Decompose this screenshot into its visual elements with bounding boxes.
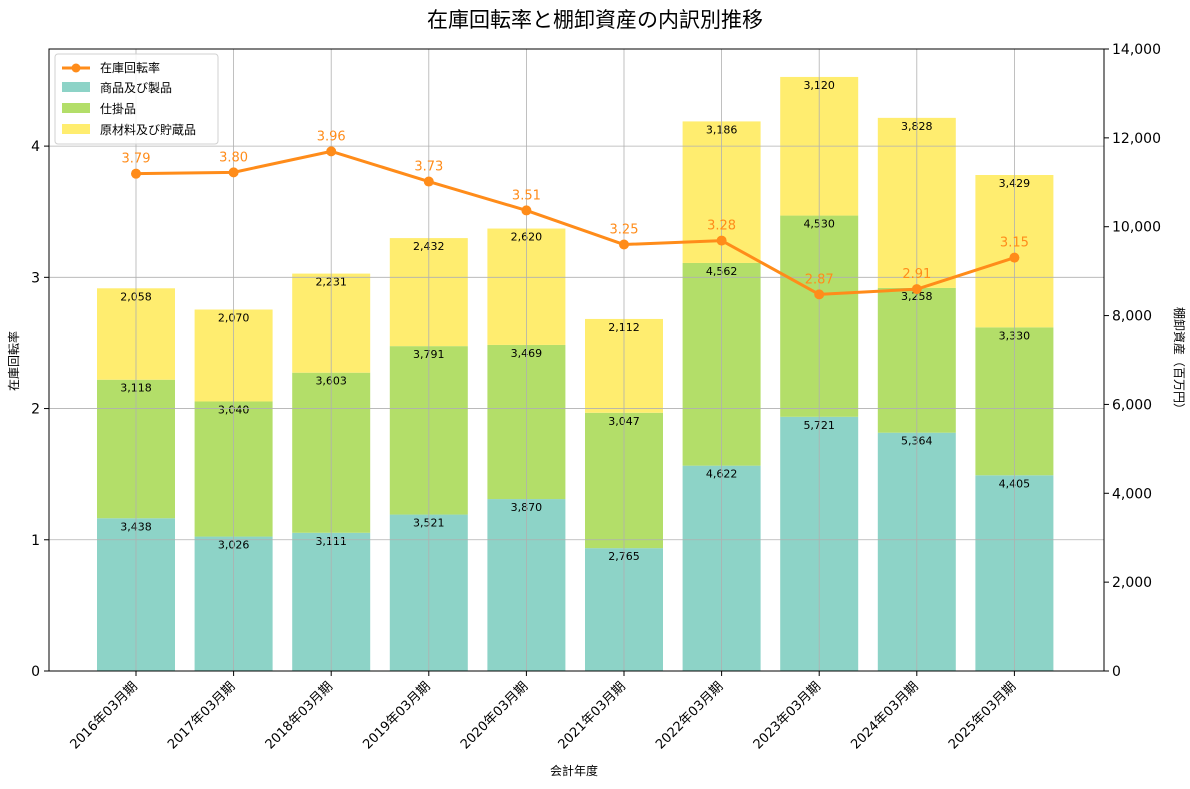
turnover-point <box>814 289 825 300</box>
x-tick-label: 2025年03月期 <box>946 679 1019 752</box>
turnover-value-label: 3.80 <box>219 150 248 165</box>
y-right-tick-label: 12,000 <box>1112 131 1161 147</box>
y-right-tick-label: 14,000 <box>1112 42 1161 58</box>
y-left-tick-label: 4 <box>31 139 40 155</box>
x-tick-label: 2023年03月期 <box>751 679 824 752</box>
legend-box <box>54 53 219 145</box>
legend-label: 原材料及び貯蔵品 <box>100 123 196 137</box>
turnover-point <box>423 176 434 187</box>
legend-swatch <box>62 103 90 113</box>
legend-label: 仕掛品 <box>100 101 136 116</box>
x-tick-label: 2019年03月期 <box>360 679 433 752</box>
x-tick-label: 2024年03月期 <box>848 679 921 752</box>
turnover-value-label: 3.51 <box>512 188 541 203</box>
chart-title: 在庫回転率と棚卸資産の内訳別推移 <box>427 8 763 32</box>
y-right-tick-label: 6,000 <box>1112 397 1152 413</box>
x-tick-label: 2017年03月期 <box>165 679 238 752</box>
stacked-bars <box>97 76 1054 671</box>
turnover-point <box>716 235 727 246</box>
y-right-tick-label: 2,000 <box>1112 575 1152 591</box>
turnover-line: 3.79 3.80 3.96 3.73 3.51 3.25 3.28 2.87 2.91 3.15 <box>122 129 1029 300</box>
turnover-line-path <box>135 149 1015 296</box>
x-axis-label: 会計年度 <box>550 763 598 778</box>
y-left-tick-label: 2 <box>31 402 40 418</box>
y-axis-left-label: 在庫回転率 <box>6 331 21 391</box>
legend-line-marker <box>71 63 81 73</box>
plot-frame <box>48 48 1105 672</box>
turnover-point <box>326 146 337 157</box>
turnover-point <box>1009 252 1020 263</box>
turnover-value-label: 3.15 <box>1000 236 1029 251</box>
y-right-tick-label: 10,000 <box>1112 220 1161 236</box>
turnover-point <box>131 168 141 179</box>
turnover-point <box>228 167 239 178</box>
turnover-value-label: 3.79 <box>122 152 151 167</box>
x-tick-label: 2016年03月期 <box>68 679 141 752</box>
y-right-tick-label: 4,000 <box>1112 486 1152 502</box>
y-left-tick-label: 0 <box>31 664 40 680</box>
turnover-value-label: 3.28 <box>707 219 736 234</box>
x-tick-label: 2020年03月期 <box>458 679 531 752</box>
axes <box>48 48 1105 672</box>
legend-line-label: 在庫回転率 <box>100 60 160 75</box>
x-tick-label: 2018年03月期 <box>263 679 336 752</box>
legend-swatch <box>62 124 90 134</box>
turnover-point <box>619 239 629 250</box>
y-right-tick-label: 8,000 <box>1112 309 1152 325</box>
legend-label: 商品及び製品 <box>100 80 172 95</box>
y-left-tick-label: 1 <box>31 533 40 549</box>
turnover-value-label: 3.73 <box>414 160 443 175</box>
y-left-tick-label: 3 <box>31 270 40 286</box>
x-tick-label: 2021年03月期 <box>556 679 629 752</box>
y-axis-right-label: 棚卸資産（百万円） <box>1172 307 1187 415</box>
turnover-point <box>521 205 532 216</box>
turnover-point <box>911 284 922 295</box>
legend-swatch <box>62 82 90 92</box>
turnover-value-label: 2.91 <box>902 267 931 282</box>
turnover-value-label: 2.87 <box>805 272 834 287</box>
turnover-value-label: 3.25 <box>610 223 639 238</box>
x-tick-label: 2022年03月期 <box>653 679 726 752</box>
y-right-tick-label: 0 <box>1112 664 1121 680</box>
turnover-value-label: 3.96 <box>317 129 346 144</box>
